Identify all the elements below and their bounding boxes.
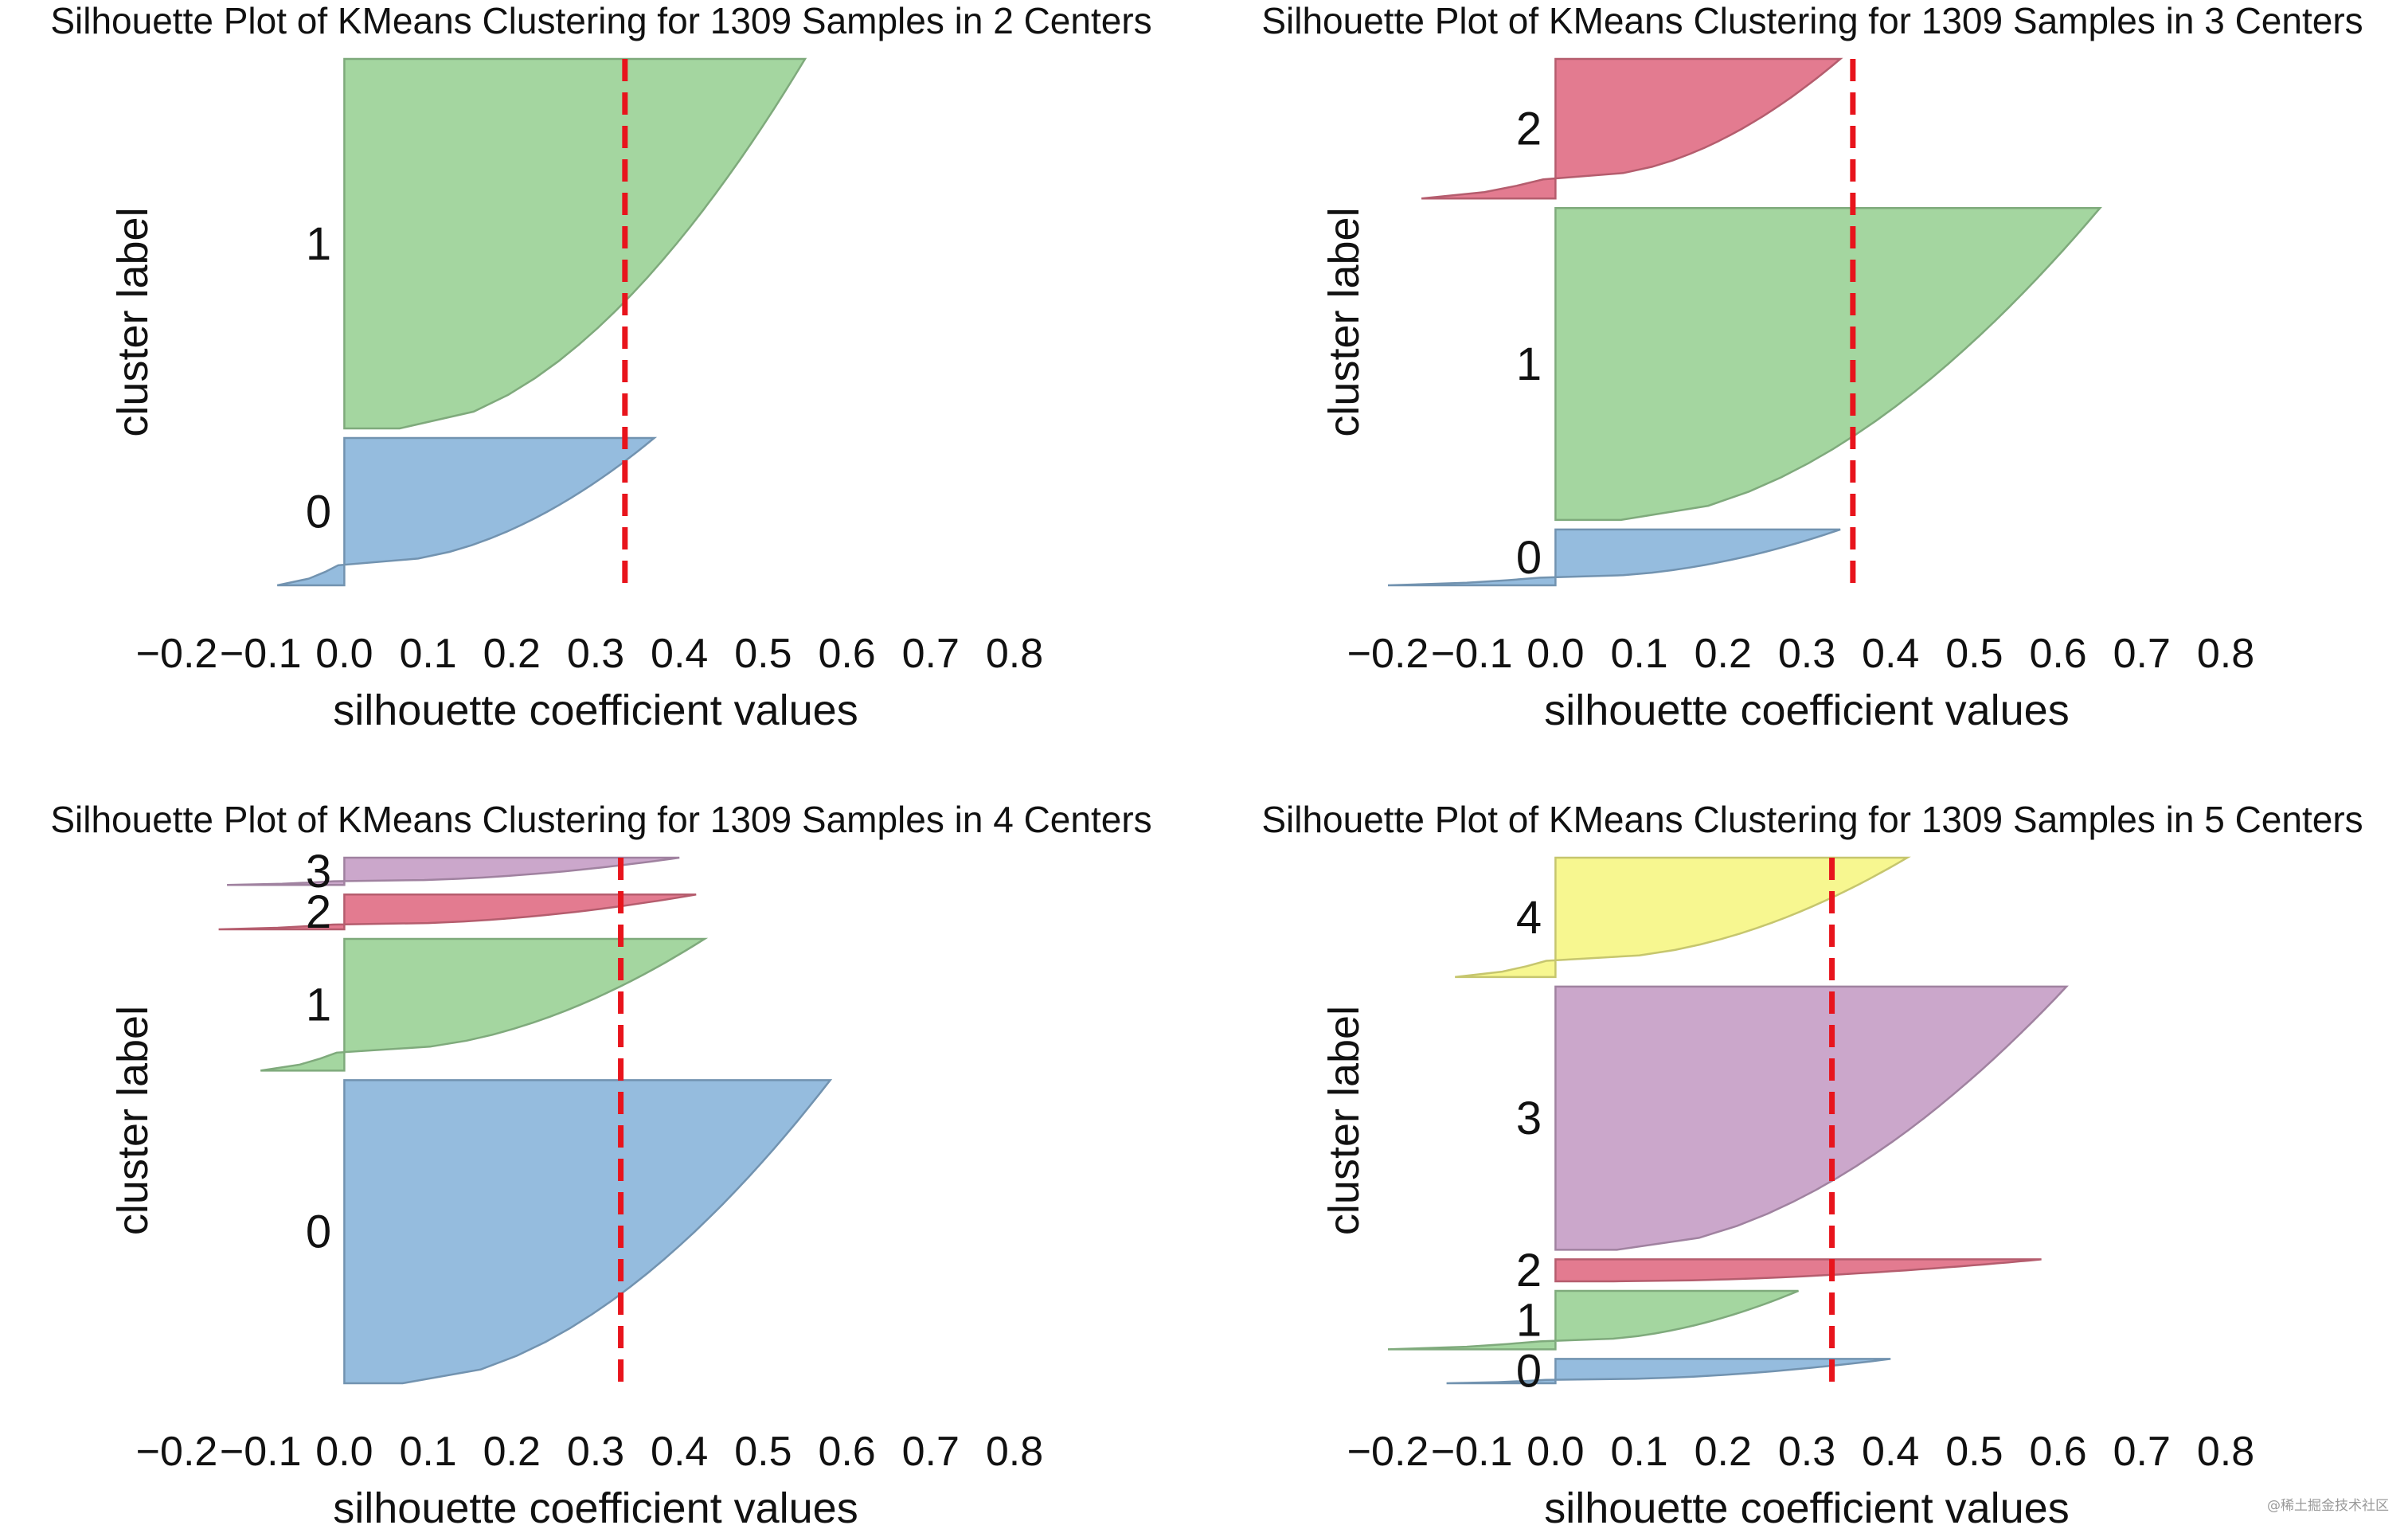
cluster-label-3: 3 <box>306 846 331 897</box>
x-tick-label: −0.2 <box>1347 631 1429 677</box>
x-tick-label: 0.1 <box>1610 631 1667 677</box>
x-axis-label: silhouette coefficient values <box>333 1484 858 1525</box>
cluster-0-silhouette <box>1387 528 1841 587</box>
x-tick-label: 0.7 <box>2113 1429 2171 1475</box>
x-tick-label: 0.1 <box>399 631 456 677</box>
cluster-label-1: 1 <box>306 980 331 1031</box>
x-tick-label: 0.2 <box>1695 1429 1752 1475</box>
y-axis-label: cluster label <box>1320 207 1368 436</box>
x-tick-label: 0.3 <box>567 631 624 677</box>
cluster-label-1: 1 <box>1516 338 1542 390</box>
cluster-label-2: 2 <box>1516 1245 1542 1296</box>
cluster-2-silhouette <box>1421 57 1843 200</box>
x-tick-label: 0.8 <box>986 631 1043 677</box>
x-tick-label: 0.3 <box>567 1429 624 1475</box>
x-tick-label: 0.8 <box>2197 631 2254 677</box>
cluster-label-0: 0 <box>1516 532 1542 584</box>
x-tick-label: 0.4 <box>1862 1429 1919 1475</box>
x-tick-label: 0.2 <box>483 631 541 677</box>
cluster-1-silhouette <box>260 937 709 1072</box>
x-tick-label: −0.1 <box>1431 1429 1513 1475</box>
x-tick-label: 0.0 <box>1526 1429 1584 1475</box>
x-tick-label: 0.8 <box>986 1429 1043 1475</box>
silhouette-panel-3-centers: Silhouette Plot of KMeans Clustering for… <box>1261 0 2363 734</box>
cluster-label-1: 1 <box>1516 1295 1542 1347</box>
x-tick-label: −0.2 <box>1347 1429 1429 1475</box>
y-axis-label: cluster label <box>1320 1006 1368 1235</box>
x-tick-label: 0.6 <box>2029 631 2086 677</box>
cluster-0-silhouette <box>343 1079 833 1385</box>
x-tick-label: −0.2 <box>136 631 218 677</box>
x-tick-label: 0.7 <box>902 631 960 677</box>
cluster-label-4: 4 <box>1516 892 1542 944</box>
cluster-1-silhouette <box>1554 206 2102 522</box>
x-tick-label: 0.2 <box>483 1429 541 1475</box>
x-tick-label: 0.5 <box>1945 1429 2003 1475</box>
cluster-2-silhouette <box>1554 1258 2042 1283</box>
y-axis-label: cluster label <box>109 207 157 436</box>
x-tick-label: 0.0 <box>315 631 373 677</box>
x-tick-label: 0.1 <box>1610 1429 1667 1475</box>
x-tick-label: 0.3 <box>1778 1429 1835 1475</box>
cluster-3-silhouette <box>1554 985 2069 1251</box>
cluster-label-2: 2 <box>306 886 331 938</box>
x-tick-label: 0.3 <box>1778 631 1835 677</box>
cluster-0-silhouette <box>1446 1358 1891 1385</box>
chart-title: Silhouette Plot of KMeans Clustering for… <box>1261 0 2363 41</box>
x-tick-label: 0.5 <box>1945 631 2003 677</box>
x-tick-label: 0.0 <box>1526 631 1584 677</box>
x-tick-label: −0.2 <box>136 1429 218 1475</box>
silhouette-panel-4-centers: Silhouette Plot of KMeans Clustering for… <box>50 799 1151 1529</box>
x-tick-label: 0.6 <box>818 631 875 677</box>
x-tick-label: 0.7 <box>2113 631 2171 677</box>
y-axis-label: cluster label <box>109 1006 157 1235</box>
x-axis-label: silhouette coefficient values <box>1544 1484 2069 1525</box>
x-tick-label: 0.7 <box>902 1429 960 1475</box>
x-tick-label: −0.1 <box>1431 631 1513 677</box>
cluster-3-silhouette <box>227 856 680 886</box>
cluster-1-silhouette <box>1387 1289 1799 1351</box>
x-tick-label: 0.4 <box>651 1429 708 1475</box>
x-tick-label: 0.6 <box>2029 1429 2086 1475</box>
cluster-label-1: 1 <box>306 218 331 270</box>
cluster-label-0: 0 <box>1516 1346 1542 1398</box>
x-axis-label: silhouette coefficient values <box>1544 686 2069 734</box>
cluster-2-silhouette <box>218 894 697 931</box>
x-tick-label: 0.8 <box>2197 1429 2254 1475</box>
x-tick-label: 0.2 <box>1695 631 1752 677</box>
cluster-label-0: 0 <box>306 1206 331 1258</box>
cluster-4-silhouette <box>1455 856 1911 979</box>
chart-title: Silhouette Plot of KMeans Clustering for… <box>1261 799 2363 840</box>
x-axis-label: silhouette coefficient values <box>333 686 858 734</box>
silhouette-panel-2-centers: Silhouette Plot of KMeans Clustering for… <box>50 0 1151 734</box>
x-tick-label: 0.5 <box>734 1429 792 1475</box>
x-tick-label: 0.4 <box>651 631 708 677</box>
x-tick-label: −0.1 <box>220 631 302 677</box>
chart-title: Silhouette Plot of KMeans Clustering for… <box>50 0 1151 41</box>
cluster-0-silhouette <box>276 436 658 587</box>
chart-title: Silhouette Plot of KMeans Clustering for… <box>50 799 1151 840</box>
watermark: @稀土掘金技术社区 <box>2267 1498 2389 1514</box>
x-tick-label: 0.6 <box>818 1429 875 1475</box>
cluster-1-silhouette <box>343 57 807 430</box>
x-tick-label: 0.4 <box>1862 631 1919 677</box>
x-tick-label: −0.1 <box>220 1429 302 1475</box>
silhouette-panel-5-centers: Silhouette Plot of KMeans Clustering for… <box>1261 799 2363 1529</box>
cluster-label-0: 0 <box>306 487 331 538</box>
x-tick-label: 0.0 <box>315 1429 373 1475</box>
cluster-label-3: 3 <box>1516 1093 1542 1144</box>
x-tick-label: 0.5 <box>734 631 792 677</box>
cluster-label-2: 2 <box>1516 104 1542 155</box>
x-tick-label: 0.1 <box>399 1429 456 1475</box>
